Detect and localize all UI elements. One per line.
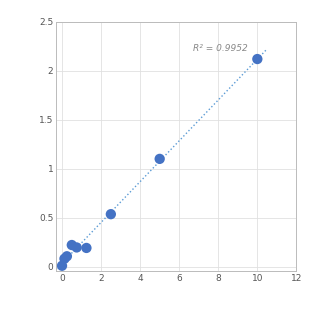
- Point: [108, 212, 113, 217]
- Point: [69, 242, 74, 247]
- Point: [74, 245, 79, 250]
- Text: R² = 0.9952: R² = 0.9952: [193, 44, 248, 53]
- Point: [64, 254, 69, 259]
- Point: [62, 256, 67, 261]
- Point: [60, 263, 65, 268]
- Point: [84, 246, 89, 251]
- Point: [157, 156, 162, 161]
- Point: [255, 56, 260, 61]
